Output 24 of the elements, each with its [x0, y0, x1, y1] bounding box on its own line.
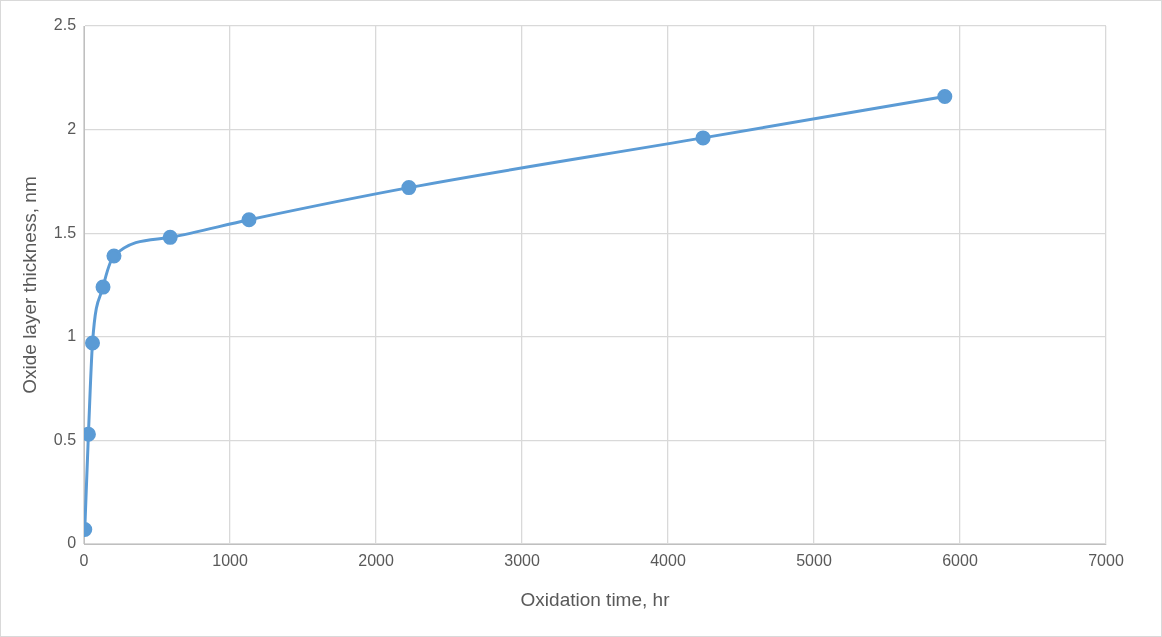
x-tick-label: 3000: [504, 552, 540, 570]
point: [162, 229, 178, 245]
y-tick-label: 2: [67, 120, 77, 138]
y-tick-label: 1: [67, 327, 77, 345]
x-tick-label: 7000: [1088, 552, 1124, 570]
point: [241, 212, 257, 228]
y-tick-label: 0: [67, 534, 77, 552]
point: [401, 180, 417, 196]
point: [937, 88, 953, 104]
point: [106, 248, 122, 264]
point: [85, 335, 101, 351]
y-tick-label: 1.5: [53, 223, 77, 241]
x-tick-label: 1000: [212, 552, 248, 570]
x-axis-title: Oxidation time, hr: [520, 588, 671, 610]
x-tick-label: 2000: [358, 552, 394, 570]
y-tick-label: 0.5: [53, 430, 77, 448]
point: [695, 130, 711, 146]
point: [95, 279, 111, 295]
x-tick-label: 6000: [942, 552, 978, 570]
x-tick-label: 5000: [796, 552, 832, 570]
y-tick-label: 2.5: [53, 16, 77, 34]
x-tick-label: 0: [79, 552, 89, 570]
y-axis-title: Oxide layer thickness, nm: [18, 176, 40, 394]
x-tick-label: 4000: [650, 552, 686, 570]
